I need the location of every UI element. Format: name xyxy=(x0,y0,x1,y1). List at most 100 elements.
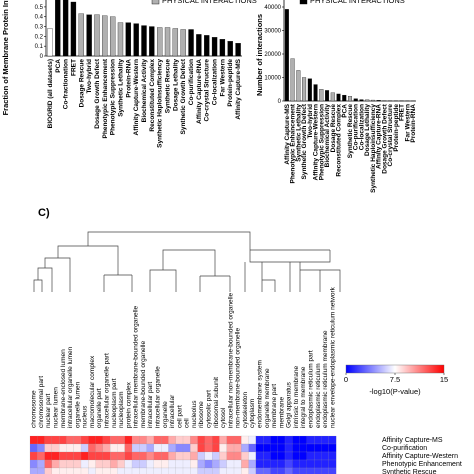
heatmap-cell xyxy=(117,467,125,474)
heatmap-cell xyxy=(306,443,315,453)
y-tick-label: 0.2 xyxy=(35,34,44,40)
heatmap-cell xyxy=(117,443,125,453)
x-tick-label: Synthetic Lethality xyxy=(117,59,124,117)
column-label: intracellular organelle xyxy=(155,366,162,428)
x-tick-label: Synthetic Rescue xyxy=(165,59,172,114)
heatmap-cell xyxy=(233,443,242,453)
heatmap-cell xyxy=(131,467,140,474)
heatmap-cell xyxy=(80,451,89,461)
heatmap-cell xyxy=(197,435,206,445)
heatmap-cell xyxy=(299,451,308,461)
bar xyxy=(313,84,318,102)
bar xyxy=(157,27,163,57)
heatmap-cell xyxy=(95,443,104,453)
bar xyxy=(188,29,194,57)
heatmap-cell xyxy=(263,451,271,461)
y-tick-label: 0.4 xyxy=(35,15,44,21)
column-label: chromosomal part xyxy=(38,376,45,428)
color-bar-tick-label: 15 xyxy=(440,375,448,384)
heatmap-cell xyxy=(270,435,278,445)
x-tick-label: Phenotypic Suppression xyxy=(318,104,325,180)
heatmap-cell xyxy=(277,435,286,445)
heatmap-cell xyxy=(219,451,227,461)
x-tick-label: Synthetic Growth Defect xyxy=(180,58,187,134)
x-tick-label: Biochemical Activity xyxy=(141,59,148,123)
heatmap-cell xyxy=(153,451,162,461)
heatmap-cell xyxy=(277,451,286,461)
heatmap-cell xyxy=(299,435,308,445)
heatmap-cell xyxy=(292,443,300,453)
bar xyxy=(365,99,370,102)
heatmap-cell xyxy=(263,443,271,453)
heatmap-cell xyxy=(212,459,220,469)
heatmap-cell xyxy=(284,443,293,453)
heatmap-cell xyxy=(314,435,322,445)
bar xyxy=(133,23,139,57)
heatmap-cell xyxy=(190,467,198,474)
bar xyxy=(348,96,352,102)
heatmap-cell xyxy=(197,459,206,469)
heatmap-cell xyxy=(37,451,45,461)
heatmap-cell xyxy=(66,443,74,453)
x-tick-label: Affinity Capture-MS xyxy=(235,58,242,119)
column-label: nucleoplasm part xyxy=(111,378,118,428)
row-label: Co-purification xyxy=(382,445,427,452)
heatmap-cell xyxy=(66,467,74,474)
heatmap-cell xyxy=(270,451,278,461)
heatmap-cell xyxy=(37,435,45,445)
heatmap-cell xyxy=(161,451,169,461)
x-tick-label: Synthetic Growth Defect xyxy=(301,103,308,179)
heatmap-cell xyxy=(328,443,337,453)
heatmap-cell xyxy=(219,467,227,474)
x-tick-label: Dosage Lethality xyxy=(364,104,371,156)
column-label: organelle part xyxy=(96,388,103,428)
heatmap-cell xyxy=(29,435,38,445)
x-tick-label: Co-fractionation xyxy=(63,59,70,109)
heatmap-cell xyxy=(284,467,293,474)
y-tick-label: 0 xyxy=(40,54,44,60)
bar xyxy=(296,70,301,102)
heatmap-cell xyxy=(161,435,169,445)
y-tick-label: 40000 xyxy=(264,5,281,11)
x-tick-label: Far Western xyxy=(219,59,226,96)
heatmap-cell xyxy=(212,435,220,445)
column-label: Golgi apparatus xyxy=(286,381,293,428)
heatmap-cell xyxy=(59,443,67,453)
bar xyxy=(47,28,53,57)
heatmap-cell xyxy=(110,451,118,461)
heatmap-cell xyxy=(190,435,198,445)
x-tick-label: Reconstituted Complex xyxy=(336,104,343,177)
x-tick-label: Co-localization xyxy=(358,104,365,150)
heatmap-cell xyxy=(212,451,220,461)
bar xyxy=(62,0,69,57)
heatmap-cell xyxy=(241,435,249,445)
bar xyxy=(164,27,171,57)
heatmap-cell xyxy=(314,443,322,453)
heatmap-cell xyxy=(59,459,67,469)
y-tick-label: 0.5 xyxy=(35,5,44,11)
column-label: nucleus xyxy=(82,405,89,428)
row-label: Affinity Capture-Western xyxy=(382,453,458,460)
heatmap-cell xyxy=(29,459,38,469)
heatmap-cell xyxy=(73,435,82,445)
x-tick-label: Biochemical Activity xyxy=(324,104,331,168)
heatmap-cell xyxy=(110,443,118,453)
heatmap-cell xyxy=(146,459,155,469)
heatmap-cell xyxy=(95,435,104,445)
heatmap-cell xyxy=(263,459,271,469)
row-label: Synthetic Rescue xyxy=(382,469,437,474)
heatmap-cell xyxy=(204,451,213,461)
heatmap-cell xyxy=(153,443,162,453)
heatmap-cell xyxy=(233,467,242,474)
heatmap-cell xyxy=(212,467,220,474)
heatmap-cell xyxy=(102,467,111,474)
heatmap-cell xyxy=(29,451,38,461)
heatmap-cell xyxy=(321,435,329,445)
bar xyxy=(149,26,155,57)
row-label: Phenotypic Enhancement xyxy=(382,461,462,468)
color-bar-tick-label: 0 xyxy=(344,375,348,384)
bar xyxy=(125,22,131,57)
heatmap-cell xyxy=(292,435,300,445)
heatmap-cell xyxy=(73,459,82,469)
heatmap-cell xyxy=(226,443,235,453)
